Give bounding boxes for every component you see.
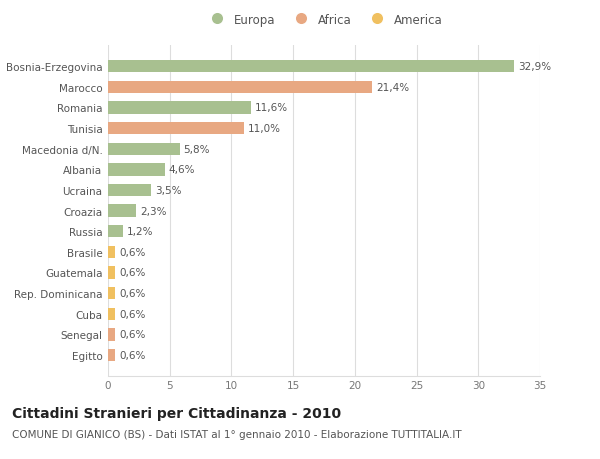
Bar	[108, 123, 244, 135]
Text: 4,6%: 4,6%	[169, 165, 195, 175]
Bar	[108, 61, 514, 73]
Text: 21,4%: 21,4%	[376, 83, 409, 93]
Text: 0,6%: 0,6%	[119, 288, 145, 298]
Bar	[108, 82, 372, 94]
Bar	[108, 225, 123, 238]
Bar	[108, 267, 115, 279]
Text: COMUNE DI GIANICO (BS) - Dati ISTAT al 1° gennaio 2010 - Elaborazione TUTTITALIA: COMUNE DI GIANICO (BS) - Dati ISTAT al 1…	[12, 429, 461, 439]
Text: 0,6%: 0,6%	[119, 309, 145, 319]
Bar	[108, 102, 251, 114]
Text: 3,5%: 3,5%	[155, 185, 181, 196]
Bar	[108, 308, 115, 320]
Bar	[108, 349, 115, 361]
Text: 11,0%: 11,0%	[247, 124, 280, 134]
Legend: Europa, Africa, America: Europa, Africa, America	[200, 9, 448, 31]
Bar	[108, 143, 179, 156]
Bar	[108, 329, 115, 341]
Text: 0,6%: 0,6%	[119, 350, 145, 360]
Text: 0,6%: 0,6%	[119, 330, 145, 340]
Bar	[108, 185, 151, 197]
Text: 0,6%: 0,6%	[119, 247, 145, 257]
Text: 2,3%: 2,3%	[140, 206, 167, 216]
Bar	[108, 164, 165, 176]
Bar	[108, 246, 115, 258]
Text: 1,2%: 1,2%	[127, 227, 153, 237]
Text: 32,9%: 32,9%	[518, 62, 551, 72]
Text: Cittadini Stranieri per Cittadinanza - 2010: Cittadini Stranieri per Cittadinanza - 2…	[12, 406, 341, 420]
Bar	[108, 287, 115, 300]
Bar	[108, 205, 136, 217]
Text: 11,6%: 11,6%	[255, 103, 288, 113]
Text: 0,6%: 0,6%	[119, 268, 145, 278]
Text: 5,8%: 5,8%	[183, 145, 210, 154]
